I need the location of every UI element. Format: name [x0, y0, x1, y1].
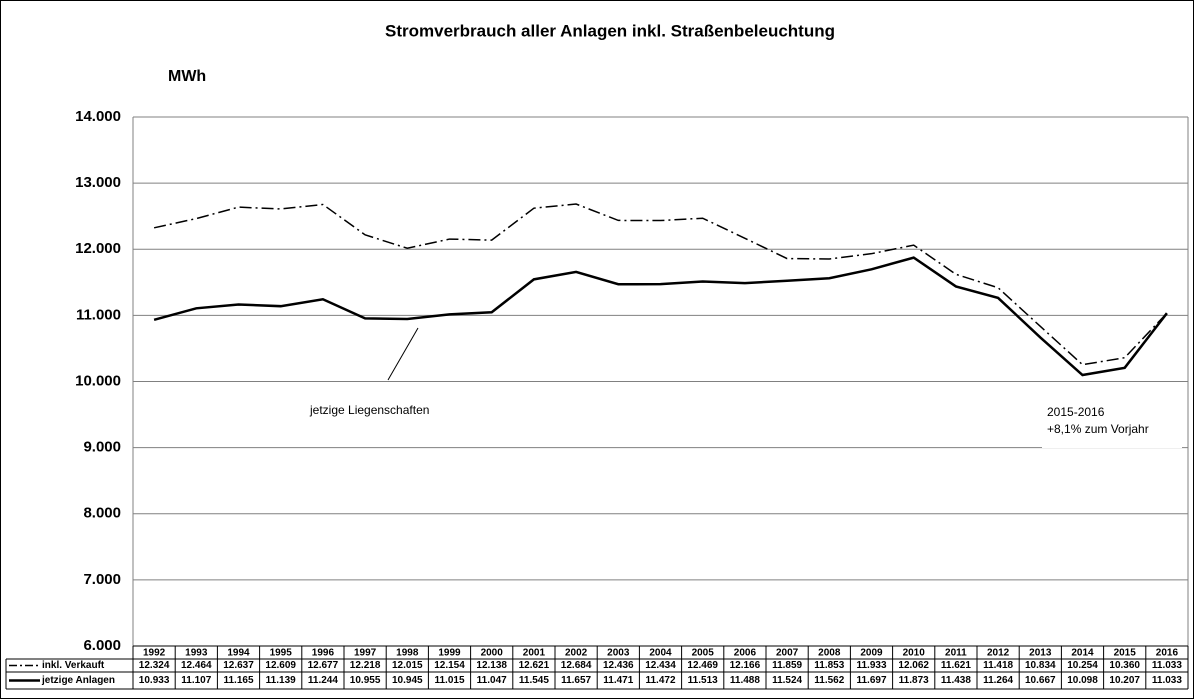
data-label: 11.264 — [983, 675, 1013, 686]
x-tick-label: 1999 — [438, 648, 461, 659]
data-label: 12.166 — [730, 660, 761, 671]
data-label: 12.062 — [898, 660, 929, 671]
data-label: 11.524 — [772, 675, 802, 686]
y-tick-label: 9.000 — [83, 439, 121, 456]
chart-title: Stromverbrauch aller Anlagen inkl. Straß… — [385, 21, 835, 40]
x-tick-label: 1995 — [270, 648, 293, 659]
annotation: jetzige Liegenschaften — [309, 403, 429, 417]
x-tick-label: 1997 — [354, 648, 377, 659]
x-tick-label: 2014 — [1071, 648, 1094, 659]
data-label: 12.434 — [645, 660, 676, 671]
data-label: 12.677 — [308, 660, 339, 671]
data-label: 11.472 — [645, 675, 675, 686]
data-label: 10.360 — [1109, 660, 1140, 671]
x-tick-label: 1996 — [312, 648, 335, 659]
legend-label: inkl. Verkauft — [42, 660, 105, 671]
data-label: 11.107 — [181, 675, 211, 686]
data-label: 11.139 — [266, 675, 296, 686]
y-tick-label: 12.000 — [75, 240, 121, 257]
data-label: 11.047 — [477, 675, 507, 686]
annotation-bg — [1042, 400, 1182, 448]
x-tick-label: 2007 — [776, 648, 799, 659]
annotation: +8,1% zum Vorjahr — [1047, 422, 1149, 436]
y-tick-label: 13.000 — [75, 174, 121, 191]
x-tick-label: 2016 — [1156, 648, 1179, 659]
data-label: 12.469 — [687, 660, 718, 671]
y-tick-label: 14.000 — [75, 108, 121, 125]
data-label: 11.438 — [941, 675, 971, 686]
y-axis-label: MWh — [168, 68, 206, 85]
x-tick-label: 2013 — [1029, 648, 1052, 659]
data-label: 10.945 — [392, 675, 423, 686]
data-label: 11.545 — [519, 675, 549, 686]
data-label: 11.488 — [730, 675, 760, 686]
data-label: 11.873 — [899, 675, 929, 686]
y-tick-label: 11.000 — [76, 306, 121, 323]
data-label: 11.165 — [223, 675, 253, 686]
x-tick-label: 1993 — [185, 648, 208, 659]
data-label: 12.684 — [561, 660, 592, 671]
data-label: 11.697 — [856, 675, 886, 686]
data-label: 12.138 — [476, 660, 507, 671]
data-label: 11.015 — [434, 675, 464, 686]
y-tick-label: 8.000 — [83, 505, 121, 522]
x-tick-label: 1992 — [143, 648, 166, 659]
data-label: 12.324 — [139, 660, 170, 671]
data-label: 12.015 — [392, 660, 423, 671]
data-label: 11.244 — [308, 675, 338, 686]
data-label: 10.254 — [1067, 660, 1098, 671]
x-tick-label: 1994 — [227, 648, 250, 659]
x-tick-label: 2004 — [649, 648, 672, 659]
x-tick-label: 2006 — [734, 648, 757, 659]
data-label: 12.436 — [603, 660, 634, 671]
data-label: 11.033 — [1152, 660, 1182, 671]
data-label: 12.621 — [519, 660, 550, 671]
data-label: 11.562 — [814, 675, 844, 686]
data-label: 11.853 — [814, 660, 844, 671]
x-tick-label: 2002 — [565, 648, 588, 659]
data-label: 10.207 — [1109, 675, 1140, 686]
x-tick-label: 2003 — [607, 648, 630, 659]
data-label: 12.154 — [434, 660, 465, 671]
data-label: 12.218 — [350, 660, 381, 671]
legend-label: jetzige Anlagen — [41, 675, 115, 686]
y-tick-label: 7.000 — [83, 571, 121, 588]
x-tick-label: 2000 — [481, 648, 504, 659]
x-tick-label: 2001 — [523, 648, 546, 659]
data-label: 11.513 — [688, 675, 718, 686]
data-label: 12.637 — [223, 660, 254, 671]
x-tick-label: 2009 — [860, 648, 883, 659]
data-label: 10.098 — [1067, 675, 1098, 686]
x-tick-label: 2005 — [692, 648, 715, 659]
data-label: 11.859 — [772, 660, 802, 671]
data-label: 10.834 — [1025, 660, 1056, 671]
x-tick-label: 2015 — [1114, 648, 1137, 659]
y-tick-label: 10.000 — [75, 372, 121, 389]
data-label: 11.657 — [561, 675, 591, 686]
annotation: 2015-2016 — [1047, 405, 1105, 419]
data-label: 12.609 — [265, 660, 296, 671]
series-line — [153, 203, 1168, 366]
data-label: 10.933 — [139, 675, 170, 686]
x-tick-label: 2011 — [945, 648, 967, 659]
data-label: 11.471 — [603, 675, 633, 686]
x-tick-label: 2012 — [987, 648, 1010, 659]
series-line — [153, 256, 1168, 377]
data-label: 11.621 — [941, 660, 971, 671]
y-tick-label: 6.000 — [83, 637, 121, 654]
data-label: 11.033 — [1152, 675, 1182, 686]
x-tick-label: 1998 — [396, 648, 419, 659]
data-label: 10.667 — [1025, 675, 1056, 686]
data-label: 10.955 — [350, 675, 381, 686]
data-label: 11.933 — [856, 660, 886, 671]
x-tick-label: 2010 — [903, 648, 926, 659]
x-tick-label: 2008 — [818, 648, 841, 659]
annotation-leader — [387, 327, 419, 381]
data-label: 12.464 — [181, 660, 212, 671]
data-label: 11.418 — [983, 660, 1013, 671]
